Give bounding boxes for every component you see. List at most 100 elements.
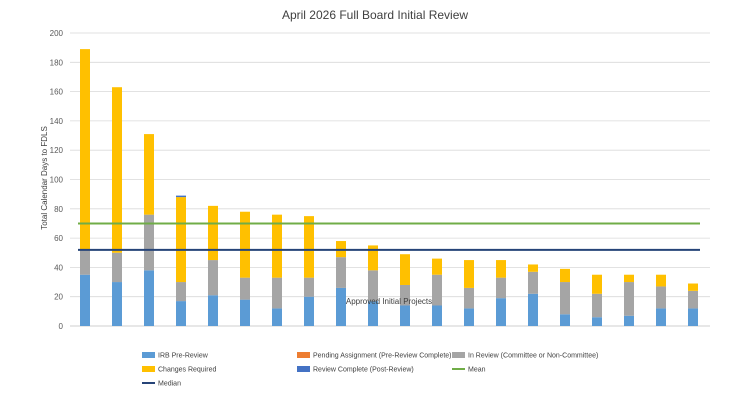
bar-stack (80, 49, 90, 326)
bar-segment (304, 216, 314, 278)
bar-segment (336, 257, 346, 288)
bar-segment (560, 268, 570, 283)
bar-stack (112, 87, 122, 326)
y-tick-label: 40 (54, 263, 63, 272)
legend-label: Mean (468, 367, 486, 374)
bar-segment (368, 270, 378, 302)
bar-segment (208, 205, 218, 261)
legend-swatch (297, 366, 310, 372)
bar-segment (240, 211, 250, 278)
bar-segment (368, 245, 378, 271)
y-axis-title: Total Calendar Days to FDLS (40, 126, 49, 230)
bar-segment (656, 286, 666, 309)
bar-stack (464, 260, 474, 326)
bar-stack (144, 134, 154, 326)
bar-stack (688, 283, 698, 326)
y-tick-label: 100 (50, 176, 64, 185)
y-tick-label: 180 (50, 58, 64, 67)
bar-segment (272, 277, 282, 309)
bar-segment (304, 277, 314, 297)
y-tick-label: 80 (54, 205, 63, 214)
bar-segment (144, 270, 154, 326)
bar-segment (176, 301, 186, 326)
bar-segment (272, 308, 282, 326)
y-tick-label: 20 (54, 293, 63, 302)
bar-stack (272, 214, 282, 326)
annotation: Approved Initial Projects (346, 297, 432, 306)
bar-stack (560, 268, 570, 326)
bar-segment (304, 296, 314, 326)
bar-stack (624, 274, 634, 326)
bar-stack (400, 254, 410, 326)
bar-segment (112, 252, 122, 283)
bar-segment (112, 282, 122, 326)
bar-segment (432, 258, 442, 275)
bar-segment (496, 298, 506, 326)
bar-segment (432, 274, 442, 306)
legend-label: In Review (Committee or Non-Committee) (468, 353, 598, 360)
bar-stack (368, 245, 378, 326)
annotations: Approved Initial Projects (346, 297, 432, 306)
bar-stack (656, 274, 666, 326)
chart-title: April 2026 Full Board Initial Review (282, 8, 468, 22)
bar-segment (368, 301, 378, 326)
bar-segment (592, 293, 602, 318)
bar-segment (624, 274, 634, 283)
bar-segment (528, 264, 538, 272)
bar-segment (688, 290, 698, 309)
bar-segment (112, 87, 122, 253)
bar-segment (464, 260, 474, 288)
bar-segment (656, 308, 666, 326)
bar-segment (336, 287, 346, 326)
legend-label: IRB Pre-Review (158, 353, 209, 360)
y-tick-label: 160 (50, 88, 64, 97)
bar-segment (400, 254, 410, 285)
bar-stack (496, 260, 506, 326)
bar-segment (592, 317, 602, 326)
bar-segment (560, 282, 570, 315)
bar-segment (432, 305, 442, 326)
y-tick-label: 0 (59, 322, 64, 331)
legend-swatch (142, 352, 155, 358)
bar-segment (400, 284, 410, 306)
y-axis-ticks: 0 20 40 60 80 100 120 140 160 180 200 (50, 29, 64, 331)
bar-stack (208, 205, 218, 326)
bar-segment (624, 282, 634, 316)
y-tick-label: 60 (54, 234, 63, 243)
bar-segment (176, 195, 186, 198)
bar-segment (240, 299, 250, 326)
legend-label: Review Complete (Post-Review) (313, 367, 414, 374)
bar-stack (592, 274, 602, 326)
bar-segment (688, 308, 698, 326)
bar-segment (464, 308, 474, 326)
bar-segment (272, 214, 282, 278)
bars (80, 49, 698, 326)
bar-segment (656, 274, 666, 287)
bar-segment (176, 282, 186, 302)
bar-segment (496, 277, 506, 299)
bar-segment (592, 274, 602, 294)
bar-segment (624, 315, 634, 326)
bar-segment (528, 293, 538, 326)
bar-segment (144, 134, 154, 215)
bar-segment (400, 305, 410, 326)
bar-segment (208, 295, 218, 326)
y-tick-label: 140 (50, 117, 64, 126)
legend-label: Changes Required (158, 367, 216, 374)
bar-segment (144, 214, 154, 271)
legend-label: Median (158, 381, 181, 388)
legend-swatch (142, 366, 155, 372)
bar-segment (560, 314, 570, 326)
gridlines (70, 32, 710, 327)
bar-segment (80, 249, 90, 275)
bar-segment (496, 260, 506, 278)
bar-stack (528, 264, 538, 326)
bar-segment (528, 271, 538, 294)
bar-segment (464, 287, 474, 309)
bar-segment (208, 260, 218, 296)
legend: IRB Pre-Review Pending Assignment (Pre-Re… (142, 352, 598, 388)
bar-stack (336, 241, 346, 326)
bar-segment (80, 49, 90, 250)
legend-swatch (452, 352, 465, 358)
bar-stack (304, 216, 314, 326)
